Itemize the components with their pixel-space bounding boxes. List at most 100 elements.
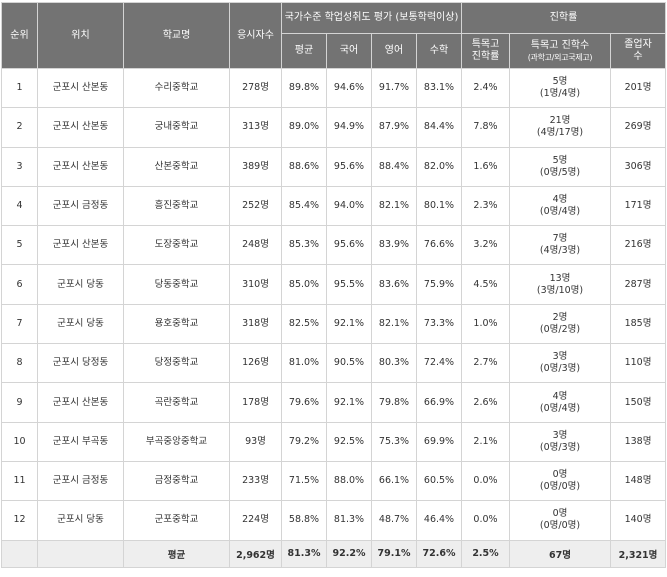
graduates-cell: 201명 [609, 67, 667, 109]
korean-cell: 95.6% [326, 146, 372, 187]
special-count-cell: 0명 (0명/0명) [509, 460, 611, 502]
special-count-total: 0명 [552, 469, 568, 481]
test-takers-cell: 178명 [229, 382, 282, 423]
school-name-cell: 도장중학교 [123, 225, 230, 266]
location-cell: 군포시 산본동 [37, 67, 124, 109]
special-rate-cell: 7.8% [461, 107, 510, 148]
special-rate-cell: 4.5% [461, 264, 510, 305]
special-count-detail: (1명/4명) [539, 88, 581, 100]
math-cell: 76.6% [416, 225, 462, 266]
rank-cell: 8 [1, 343, 38, 384]
table-row: 11 군포시 금정동 금정중학교 233명 71.5% 88.0% 66.1% 60.5% 0.… [1, 460, 667, 502]
header-korean: 국어 [326, 33, 372, 69]
location-cell: 군포시 산본동 [37, 107, 124, 148]
special-count-cell: 2명 (0명/2명) [509, 303, 611, 345]
special-count-detail: (3명/10명) [536, 284, 584, 296]
location-cell: 군포시 산본동 [37, 225, 124, 266]
table-row: 9 군포시 산본동 곡란중학교 178명 79.6% 92.1% 79.8% 66.9% 2.6… [1, 382, 667, 423]
header-special-rate-line1: 특목고 [471, 39, 500, 50]
average-cell: 85.4% [281, 185, 327, 227]
school-name-cell: 산본중학교 [123, 146, 230, 187]
english-cell: 80.3% [371, 343, 417, 384]
header-rank: 순위 [1, 2, 38, 69]
math-cell: 46.4% [416, 500, 462, 541]
rank-cell: 6 [1, 264, 38, 305]
korean-cell: 81.3% [326, 500, 372, 541]
special-count-total: 3명 [552, 429, 568, 441]
average-cell: 89.8% [281, 67, 327, 109]
header-test-takers: 응시자수 [229, 2, 282, 69]
english-cell: 79.8% [371, 382, 417, 423]
school-name-cell: 흥진중학교 [123, 185, 230, 227]
special-count-cell: 4명 (0명/4명) [509, 185, 611, 227]
average-cell: 58.8% [281, 500, 327, 541]
korean-cell: 90.5% [326, 343, 372, 384]
english-cell: 82.1% [371, 303, 417, 345]
school-name-cell: 당정중학교 [123, 343, 230, 384]
average-cell: 79.2% [281, 421, 327, 462]
korean-cell: 92.1% [326, 382, 372, 423]
math-cell: 69.9% [416, 421, 462, 462]
table-row: 5 군포시 산본동 도장중학교 248명 85.3% 95.6% 83.9% 76.6% 3.2… [1, 225, 667, 266]
special-count-detail: (4명/17명) [536, 127, 584, 139]
graduates-cell: 269명 [609, 107, 667, 148]
test-takers-cell: 313명 [229, 107, 282, 148]
graduates-cell: 150명 [609, 382, 667, 423]
school-name-cell: 부곡중앙중학교 [123, 421, 230, 462]
korean-cell: 92.1% [326, 303, 372, 345]
school-name-cell: 수리중학교 [123, 67, 230, 109]
location-cell: 군포시 산본동 [37, 382, 124, 423]
special-count-cell: 3명 (0명/3명) [509, 343, 611, 384]
header-special-count-sub: (과학고/외고국제고) [527, 52, 593, 62]
graduates-cell: 148명 [609, 460, 667, 502]
special-count-total: 0명 [552, 508, 568, 520]
header-school: 학교명 [123, 2, 230, 69]
special-count-total: 2명 [552, 311, 568, 323]
special-rate-cell: 2.7% [461, 343, 510, 384]
special-count-detail: (0명/3명) [539, 441, 581, 453]
test-takers-cell: 233명 [229, 460, 282, 502]
special-rate-cell: 3.2% [461, 225, 510, 266]
special-count-total: 4명 [552, 194, 568, 206]
average-cell: 85.0% [281, 264, 327, 305]
header-graduates-line2: 수 [633, 51, 643, 62]
special-count-cell: 7명 (4명/3명) [509, 225, 611, 266]
special-count-detail: (0명/3명) [539, 363, 581, 375]
header-special-count-label: 특목고 진학수 [530, 39, 590, 51]
footer-graduates: 2,321명 [609, 539, 667, 568]
math-cell: 72.4% [416, 343, 462, 384]
test-takers-cell: 93명 [229, 421, 282, 462]
special-count-total: 21명 [549, 115, 571, 127]
table-footer: 평균 2,962명 81.3% 92.2% 79.1% 72.6% 2.5% 6… [1, 539, 667, 568]
special-count-detail: (0명/2명) [539, 323, 581, 335]
korean-cell: 94.0% [326, 185, 372, 227]
average-cell: 89.0% [281, 107, 327, 148]
table-row: 6 군포시 당동 당동중학교 310명 85.0% 95.5% 83.6% 75.9% 4.5%… [1, 264, 667, 305]
math-cell: 73.3% [416, 303, 462, 345]
special-count-detail: (0명/5명) [539, 166, 581, 178]
math-cell: 82.0% [416, 146, 462, 187]
footer-english: 79.1% [371, 539, 417, 568]
location-cell: 군포시 금정동 [37, 460, 124, 502]
footer-avg: 81.3% [281, 539, 327, 568]
special-count-cell: 5명 (0명/5명) [509, 146, 611, 187]
special-count-detail: (4명/3명) [539, 245, 581, 257]
english-cell: 83.6% [371, 264, 417, 305]
math-cell: 80.1% [416, 185, 462, 227]
header-english: 영어 [371, 33, 417, 69]
graduates-cell: 171명 [609, 185, 667, 227]
special-count-cell: 13명 (3명/10명) [509, 264, 611, 305]
table-row: 10 군포시 부곡동 부곡중앙중학교 93명 79.2% 92.5% 75.3% 69.9% 2… [1, 421, 667, 462]
special-rate-cell: 2.6% [461, 382, 510, 423]
english-cell: 75.3% [371, 421, 417, 462]
average-row: 평균 2,962명 81.3% 92.2% 79.1% 72.6% 2.5% 6… [1, 539, 667, 568]
special-count-total: 5명 [552, 154, 568, 166]
english-cell: 88.4% [371, 146, 417, 187]
average-cell: 71.5% [281, 460, 327, 502]
special-rate-cell: 1.0% [461, 303, 510, 345]
table-row: 12 군포시 당동 군포중학교 224명 58.8% 81.3% 48.7% 46.4% 0.0… [1, 500, 667, 541]
footer-korean: 92.2% [326, 539, 372, 568]
special-count-detail: (0명/4명) [539, 402, 581, 414]
footer-label: 평균 [123, 539, 230, 568]
test-takers-cell: 278명 [229, 67, 282, 109]
